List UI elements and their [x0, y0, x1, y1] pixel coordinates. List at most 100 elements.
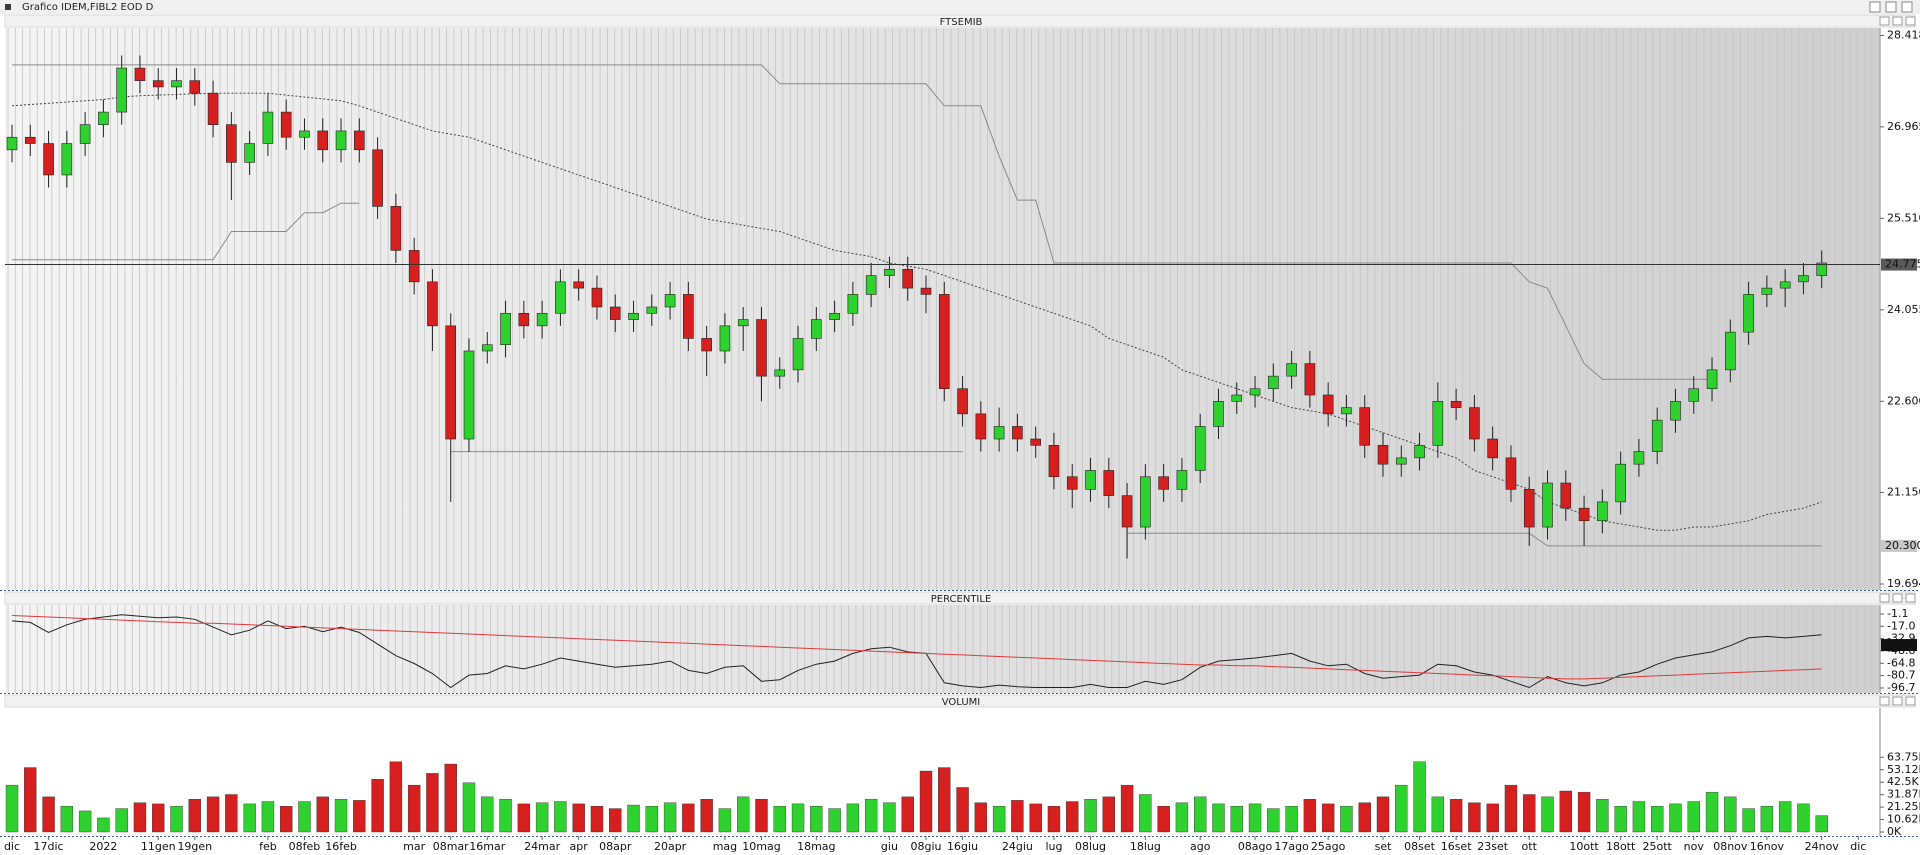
candle-body [1121, 495, 1133, 528]
maximize-button[interactable] [1885, 1, 1897, 13]
y-tick-label: 19.694 [1887, 577, 1920, 590]
candle-body [591, 287, 603, 308]
panel-button[interactable] [1892, 16, 1903, 26]
volume-bar [773, 806, 786, 833]
candle-body [1761, 287, 1773, 295]
candle-body [518, 312, 530, 327]
x-tick-label: mar [403, 840, 425, 853]
x-tick-label: feb [259, 840, 277, 853]
x-tick-label: 25ott [1643, 840, 1673, 853]
candle-body [1012, 426, 1023, 440]
marker-box [1881, 258, 1917, 271]
volume-bar [353, 800, 366, 833]
panel-button[interactable] [1892, 593, 1903, 603]
volume-bar [810, 806, 823, 833]
candle-body [646, 306, 658, 314]
x-tick-label: dic [4, 840, 20, 853]
volume-bar [1449, 798, 1463, 833]
candle-body [1450, 400, 1462, 408]
volume-bar [627, 804, 640, 833]
volume-bar [718, 808, 732, 833]
candle-body [1670, 400, 1681, 421]
minimize-button[interactable] [1869, 1, 1881, 13]
y-tick-label: 42.5K [1887, 775, 1919, 788]
volume-bar [188, 798, 202, 833]
x-tick-label: 08mar [433, 840, 469, 853]
candle-body [573, 281, 584, 289]
volume-bar [1376, 796, 1390, 833]
candle-body [975, 413, 987, 440]
candle-body [1633, 451, 1645, 465]
y-tick-label: 24.055 [1887, 303, 1920, 316]
marker-label: 24.775 [1885, 258, 1920, 271]
candle-body [683, 294, 694, 339]
volume-bar [1340, 806, 1353, 833]
volume-bar [1577, 791, 1591, 833]
volume-bar [1596, 798, 1609, 833]
volume-bar [1321, 803, 1335, 833]
candle-body [299, 130, 310, 138]
volume-bar [243, 803, 256, 833]
volume-bar [1687, 801, 1700, 833]
x-tick-label: 16nov [1750, 840, 1785, 853]
candle-body [372, 149, 383, 207]
volume-bar [1614, 806, 1627, 833]
candle-body [756, 319, 767, 377]
volume-bar [535, 802, 549, 833]
candle-body [189, 80, 201, 94]
panel-button[interactable] [1892, 696, 1903, 706]
volume-bar [572, 803, 585, 833]
panel-button[interactable] [1905, 16, 1916, 26]
candle-body [24, 136, 36, 144]
panel-button[interactable] [1879, 16, 1890, 26]
panel-button[interactable] [1879, 696, 1890, 706]
volume-bar [1431, 796, 1445, 833]
candle-body [1140, 476, 1151, 528]
x-tick-label: 08giu [910, 840, 941, 853]
series-line [11, 615, 1822, 680]
panel-button[interactable] [1905, 593, 1916, 603]
volume-bar [590, 806, 604, 833]
x-tick-label: 08feb [289, 840, 321, 853]
candle-body [737, 319, 749, 327]
candle-body [1542, 482, 1553, 528]
axis-background [1880, 708, 1920, 836]
candle-body [1176, 470, 1188, 490]
y-tick-label: 22.600 [1887, 394, 1920, 407]
panel-button[interactable] [1905, 696, 1916, 706]
volume-bar [115, 808, 128, 833]
candle-body [445, 325, 457, 440]
volume-bar [846, 803, 860, 833]
x-tick-label: lug [1045, 840, 1062, 853]
volume-bar [1011, 800, 1024, 833]
candle-body [1487, 438, 1498, 459]
volume-bar [225, 794, 238, 833]
candle-body [1688, 388, 1700, 402]
volume-bar [1395, 784, 1408, 833]
volume-bar [133, 802, 147, 833]
volume-bar [682, 803, 695, 833]
volume-bar [426, 773, 439, 833]
volume-bar [316, 796, 329, 833]
candle-body [1158, 476, 1169, 490]
candle-body [500, 312, 511, 346]
candle-body [829, 312, 840, 320]
candle-body [1578, 507, 1590, 522]
volume-bar [1778, 801, 1792, 833]
x-tick-label: 20apr [654, 840, 687, 853]
volume-bar [1669, 803, 1682, 833]
marker-box [1881, 639, 1917, 652]
volume-bar [1267, 808, 1280, 833]
candle-body [1597, 501, 1608, 522]
x-tick-label: 08nov [1713, 840, 1748, 853]
volume-bar [1358, 802, 1371, 833]
close-button[interactable] [1901, 1, 1913, 13]
candle-body [719, 325, 731, 352]
volume-bar [517, 803, 531, 833]
panel-button[interactable] [1879, 593, 1890, 603]
volume-bar [1742, 808, 1755, 833]
volume-bar [700, 798, 713, 833]
volume-bar [1632, 801, 1646, 833]
candle-body [1725, 331, 1736, 371]
window-controls[interactable] [1869, 1, 1913, 13]
